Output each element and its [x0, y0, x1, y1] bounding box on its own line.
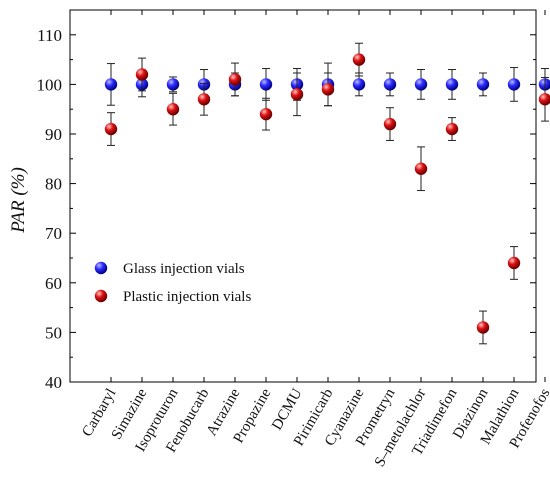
data-point [507, 256, 521, 270]
y-axis-label: PAR (%) [8, 167, 29, 234]
data-point [259, 107, 273, 121]
data-point [476, 78, 490, 91]
y-tick-label: 80 [45, 175, 62, 194]
data-point [321, 83, 335, 96]
y-tick-label: 110 [37, 26, 62, 45]
y-axis-ticks: 40 50 60 70 80 90 100 110 [37, 26, 536, 392]
data-point [104, 78, 118, 91]
legend-label: Plastic injection vials [123, 289, 251, 305]
y-tick-label: 50 [45, 323, 62, 342]
series-1 [104, 42, 550, 345]
data-point [197, 93, 211, 106]
data-point [445, 122, 459, 136]
data-point [538, 78, 550, 91]
data-point [383, 78, 397, 91]
data-point [259, 78, 273, 91]
y-tick-label: 60 [45, 274, 62, 293]
data-point [383, 117, 397, 131]
data-point [445, 78, 459, 91]
series-layer [104, 42, 550, 345]
data-point [538, 93, 550, 106]
legend-marker [94, 261, 108, 275]
y-tick-label: 90 [45, 125, 62, 144]
legend-marker [94, 289, 108, 303]
y-tick-label: 40 [45, 373, 62, 392]
data-point [414, 78, 428, 91]
data-point [352, 78, 366, 91]
y-tick-label: 100 [37, 75, 63, 94]
data-point [228, 73, 242, 86]
data-point [476, 321, 490, 334]
legend-label: Glass injection vials [123, 261, 245, 277]
data-point [414, 162, 428, 175]
data-point [352, 53, 366, 66]
data-point [290, 88, 304, 101]
data-point [166, 103, 180, 116]
y-tick-label: 70 [45, 224, 62, 243]
data-point [104, 122, 118, 136]
legend: Glass injection vials Plastic injection v… [94, 261, 251, 305]
data-point [135, 68, 149, 81]
data-point [507, 78, 521, 91]
data-point [166, 78, 180, 91]
x-axis-ticks: CarbarylSimazineIsoproturonFenobucarbAtr… [79, 10, 550, 470]
plot-frame [69, 9, 537, 383]
